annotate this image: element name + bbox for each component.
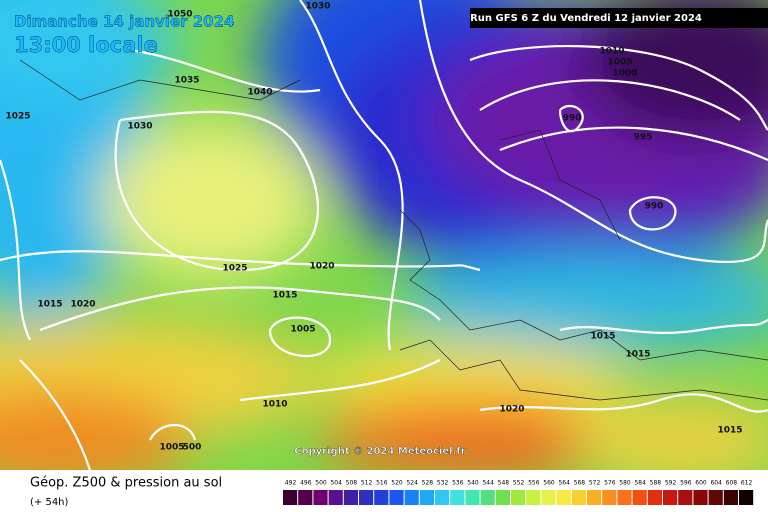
isobar-label: 1015	[590, 332, 615, 342]
scale-swatch	[495, 490, 510, 505]
isobar-label: 1025	[222, 264, 247, 274]
scale-swatch	[587, 490, 602, 505]
scale-swatch	[404, 490, 419, 505]
scale-swatch	[571, 490, 586, 505]
scale-label: 532	[437, 480, 449, 487]
scale-label: 592	[665, 480, 677, 487]
scale-label: 508	[346, 480, 358, 487]
scale-swatch	[723, 490, 738, 505]
scale-swatch	[465, 490, 480, 505]
scale-label: 552	[513, 480, 525, 487]
scale-swatch	[374, 490, 389, 505]
scale-label: 492	[285, 480, 297, 487]
scale-label: 540	[467, 480, 479, 487]
scale-label: 516	[376, 480, 388, 487]
scale-label: 576	[604, 480, 616, 487]
scale-swatch	[632, 490, 647, 505]
scale-label: 520	[391, 480, 403, 487]
footer-lead: (+ 54h)	[30, 497, 69, 508]
scale-swatch	[419, 490, 434, 505]
isobar-label: 1015	[37, 300, 62, 310]
isobar-label: 1030	[305, 2, 330, 12]
isobar-label: 1030	[127, 122, 152, 132]
scale-label: 536	[452, 480, 464, 487]
isobar-label: 990	[563, 114, 582, 124]
scale-label: 612	[741, 480, 753, 487]
scale-swatch	[663, 490, 678, 505]
footer-title: Géop. Z500 & pression au sol	[30, 476, 222, 491]
scale-swatch	[617, 490, 632, 505]
copyright: Copyright © 2024 Meteociel.fr	[294, 446, 465, 457]
scale-label: 584	[634, 480, 646, 487]
isobar-label: 1040	[247, 88, 272, 98]
scale-label: 524	[406, 480, 418, 487]
scale-label: 560	[543, 480, 555, 487]
scale-swatch	[298, 490, 313, 505]
time-label: 13:00 locale	[14, 33, 158, 57]
scale-swatch	[359, 490, 374, 505]
scale-label: 568	[574, 480, 586, 487]
scale-swatch	[541, 490, 556, 505]
isobar-label: 1050	[167, 10, 192, 20]
run-banner	[470, 8, 768, 28]
scale-label: 588	[650, 480, 662, 487]
isobar-label: 1010	[599, 47, 624, 57]
isobar-label: 1015	[625, 350, 650, 360]
date-label: Dimanche 14 janvier 2024	[14, 13, 235, 31]
scale-swatch	[602, 490, 617, 505]
scale-swatch	[708, 490, 723, 505]
isobar-label: 1020	[499, 405, 524, 415]
scale-label: 556	[528, 480, 540, 487]
scale-label: 580	[619, 480, 631, 487]
isobar-label: 1015	[272, 291, 297, 301]
isobars	[0, 0, 768, 471]
scale-swatch	[526, 490, 541, 505]
scale-label: 572	[589, 480, 601, 487]
scale-label: 608	[726, 480, 738, 487]
scale-swatch	[389, 490, 404, 505]
isobar-label: 990	[645, 202, 664, 212]
scale-swatch	[343, 490, 358, 505]
scale-label: 500	[315, 480, 327, 487]
scale-swatch	[739, 490, 754, 505]
isobar-label: 1015	[717, 426, 742, 436]
scale-label: 544	[482, 480, 494, 487]
isobar-label: 500	[183, 443, 202, 453]
scale-swatch	[480, 490, 495, 505]
scale-label: 564	[558, 480, 570, 487]
isobar-label: 1000	[612, 69, 637, 79]
isobar-label: 1005	[159, 443, 184, 453]
isobar-label: 1005	[607, 58, 632, 68]
scale-swatch	[647, 490, 662, 505]
scale-swatch	[450, 490, 465, 505]
scale-swatch	[556, 490, 571, 505]
scale-swatch	[435, 490, 450, 505]
scale-label: 604	[710, 480, 722, 487]
isobar-label: 1035	[174, 76, 199, 86]
isobar-label: 995	[634, 133, 653, 143]
scale-label: 496	[300, 480, 312, 487]
scale-label: 600	[695, 480, 707, 487]
scale-label: 504	[330, 480, 342, 487]
isobar-label: 1020	[70, 300, 95, 310]
scale-swatch	[283, 490, 298, 505]
isobar-label: 1020	[309, 262, 334, 272]
scale-swatch	[511, 490, 526, 505]
isobar-label: 1010	[262, 400, 287, 410]
isobar-label: 1025	[5, 112, 30, 122]
field	[0, 0, 768, 490]
scale-label: 548	[498, 480, 510, 487]
scale-swatch	[693, 490, 708, 505]
scale-swatch	[678, 490, 693, 505]
scale-label: 596	[680, 480, 692, 487]
run-label: Run GFS 6 Z du Vendredi 12 janvier 2024	[470, 13, 702, 24]
scale-label: 528	[422, 480, 434, 487]
coastlines	[19, 59, 768, 401]
isobar-label: 1005	[290, 325, 315, 335]
scale-swatch	[328, 490, 343, 505]
scale-swatch	[313, 490, 328, 505]
scale-label: 512	[361, 480, 373, 487]
